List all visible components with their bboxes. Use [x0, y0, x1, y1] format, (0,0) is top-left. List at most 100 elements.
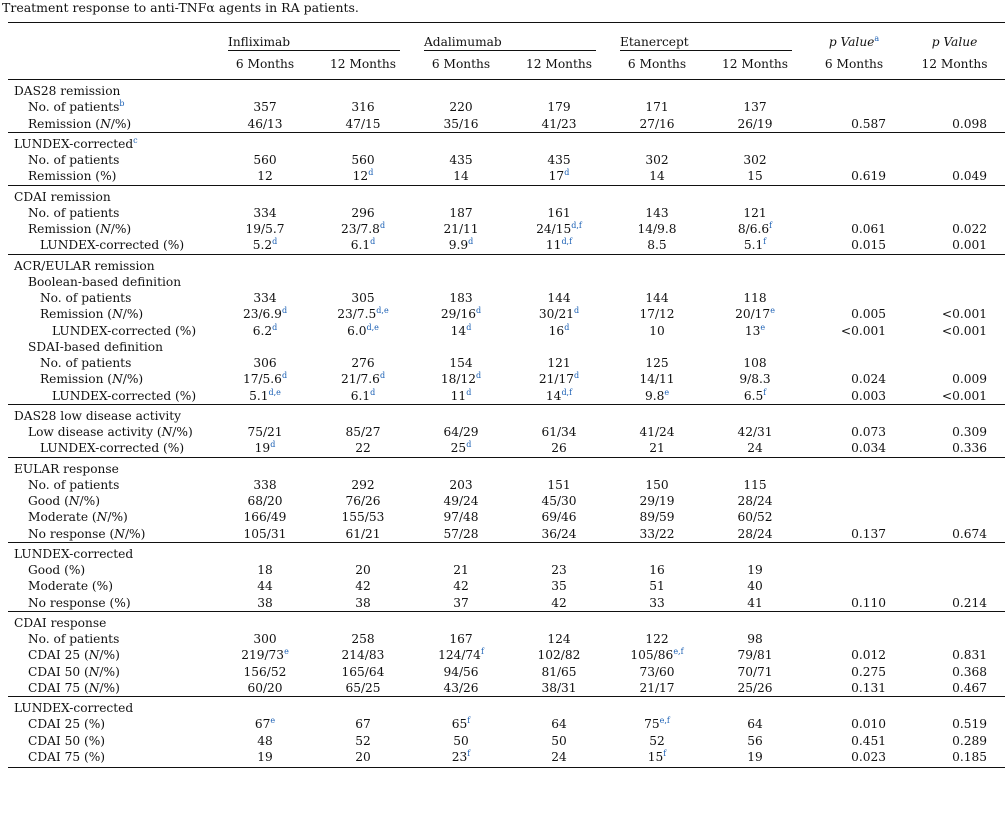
data-cell: 15f [608, 749, 706, 765]
cell-value: 10 [649, 323, 665, 338]
cell-value: 28/24 [737, 526, 773, 541]
data-cell: 6.0d,e [314, 323, 412, 339]
footnote-marker: e [770, 306, 775, 316]
data-cell [412, 339, 510, 355]
data-cell: 19 [706, 562, 804, 578]
cell-value: 29/19 [639, 494, 675, 509]
data-cell: 276 [314, 355, 412, 371]
cell-value: 61/34 [541, 425, 577, 440]
cell-value: 26 [551, 441, 567, 456]
p-value-cell [804, 477, 904, 493]
data-cell: 102/82 [510, 647, 608, 663]
data-cell: 23/7.8d [314, 221, 412, 237]
data-cell: 214/83 [314, 647, 412, 663]
cell-value: 28/24 [737, 494, 773, 509]
cell-value: 150 [645, 477, 669, 492]
row-label-text: No response (%) [28, 595, 131, 610]
data-cell: 435 [510, 152, 608, 168]
table-row: CDAI 75 (N/%) 60/20 65/25 43/26 38/31 21/17 25… [8, 680, 1005, 697]
row-label: No. of patients [8, 631, 216, 647]
p-value-cell: 0.003 [804, 388, 904, 405]
data-cell: 125 [608, 355, 706, 371]
data-cell: 38 [314, 595, 412, 612]
cell-value: 25/26 [737, 680, 773, 695]
cell-value: 0.049 [952, 169, 987, 184]
data-cell: 36/24 [510, 526, 608, 543]
row-label-text: CDAI 50 (%) [28, 733, 106, 748]
row-label-text: CDAI 75 (%) [28, 749, 106, 764]
p-value-cell [804, 205, 904, 221]
data-cell: 220 [412, 99, 510, 115]
table-row: Moderate (%) 44 42 42 35 51 40 [8, 578, 1005, 594]
section-title-text: ACR/EULAR remission [14, 258, 155, 273]
table-row: Remission (N/%) 19/5.7 23/7.8d 21/11 24/15d,… [8, 221, 1005, 237]
cell-value: 0.003 [851, 388, 886, 403]
p-value-cell: 0.368 [904, 664, 1005, 680]
cell-value: 0.336 [952, 441, 987, 456]
data-cell: 97/48 [412, 509, 510, 525]
data-cell: 33 [608, 595, 706, 612]
cell-value: 21/17 [639, 680, 675, 695]
p-value-cell: 0.451 [804, 733, 904, 749]
footnote-marker: f [769, 221, 773, 231]
p-value-cell: 0.131 [804, 680, 904, 697]
cell-value: 75 [644, 717, 660, 732]
data-cell: 14d,f [510, 388, 608, 405]
cell-value: 9/8.3 [739, 372, 771, 387]
section-title-text: CDAI response [14, 615, 107, 630]
data-cell: 13e [706, 323, 804, 339]
cell-value: 8.5 [647, 238, 667, 253]
data-cell: 35/16 [412, 116, 510, 133]
data-cell: 203 [412, 477, 510, 493]
data-cell: 25/26 [706, 680, 804, 697]
p-value-cell [804, 99, 904, 115]
p-value-cell: 0.110 [804, 595, 904, 612]
data-cell: 69/46 [510, 509, 608, 525]
footnote-marker: d [466, 440, 472, 450]
cell-value: 35 [551, 579, 567, 594]
data-cell: 18 [216, 562, 314, 578]
cell-value: 171 [645, 100, 669, 115]
data-cell: 166/49 [216, 509, 314, 525]
cell-value: 560 [253, 153, 277, 168]
cell-value: 560 [351, 153, 375, 168]
cell-value: 258 [351, 632, 375, 647]
row-label-text: No. of patients [28, 477, 120, 492]
bottom-rule [8, 765, 1005, 768]
cell-value: 0.034 [851, 441, 886, 456]
cell-value: 0.073 [851, 425, 886, 440]
section-title: DAS28 remission [8, 83, 1005, 99]
section-rule [8, 611, 1005, 612]
data-cell: 41/23 [510, 116, 608, 133]
cell-value: 19 [747, 749, 763, 764]
section-rule [8, 696, 1005, 697]
row-label-text: No response (N/%) [28, 526, 146, 541]
section-title: ACR/EULAR remission [8, 258, 1005, 274]
data-cell: 105/31 [216, 526, 314, 543]
table-row: Remission (N/%) 46/13 47/15 35/16 41/23 27/16… [8, 116, 1005, 133]
data-cell: 19 [706, 749, 804, 765]
p-value-cell: 0.831 [904, 647, 1005, 663]
subheader: 12 Months [525, 57, 593, 71]
p-value-cell: 0.137 [804, 526, 904, 543]
data-cell: 20 [314, 562, 412, 578]
data-cell: 21 [412, 562, 510, 578]
table-row: Low disease activity (N/%) 75/21 85/27 64/2… [8, 424, 1005, 440]
data-cell: 42 [510, 595, 608, 612]
footnote-marker: d [368, 168, 374, 178]
row-label-text: Good (N/%) [28, 494, 100, 509]
section-rule [8, 132, 1005, 133]
cell-value: 52 [355, 733, 371, 748]
footnote-marker: e,f [659, 716, 670, 726]
p-value-cell: 0.009 [904, 371, 1005, 387]
cell-value: 0.024 [851, 372, 886, 387]
cell-value: 64/29 [443, 425, 479, 440]
cell-value: 167 [449, 632, 473, 647]
cell-value: 0.185 [952, 749, 987, 764]
footnote-marker: d,f [561, 387, 573, 397]
p-value-cell [804, 578, 904, 594]
cell-value: 20 [355, 563, 371, 578]
data-cell: 121 [706, 205, 804, 221]
row-label-text: Boolean-based definition [28, 274, 182, 289]
row-label-text: LUNDEX-corrected (%) [40, 441, 185, 456]
